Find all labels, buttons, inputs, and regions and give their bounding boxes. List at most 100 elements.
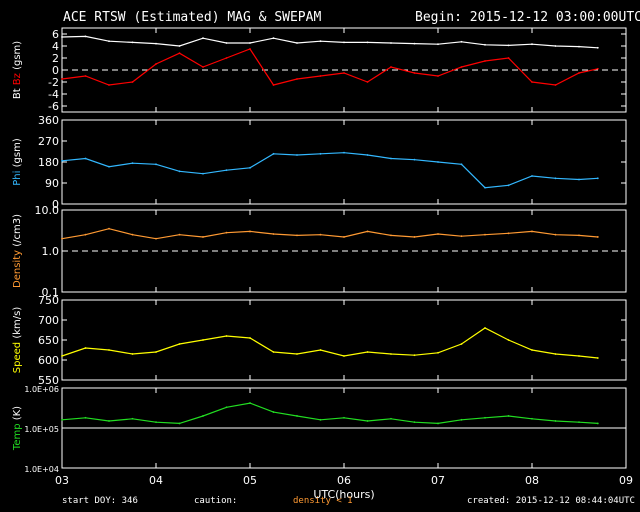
data-point-bt <box>578 45 580 48</box>
y-axis-label-part: Bz <box>12 73 23 88</box>
data-point-density <box>178 233 181 236</box>
data-point-speed <box>390 353 392 355</box>
created-time: created: 2015-12-12 08:44:04UTC <box>467 496 635 506</box>
series-line-density <box>61 228 598 240</box>
data-point-temp <box>507 415 510 417</box>
data-point-bz <box>366 81 369 83</box>
data-point-temp <box>225 406 228 409</box>
data-point-phi <box>460 163 463 166</box>
data-point-density <box>84 233 87 236</box>
data-point-bz <box>225 57 228 59</box>
data-point-temp <box>296 415 298 417</box>
data-point-density <box>343 236 345 238</box>
panel-frame <box>61 119 627 205</box>
data-point-bt <box>131 41 134 44</box>
series-line-phi <box>61 152 598 189</box>
y-tick-label: 270 <box>38 135 59 148</box>
data-point-bt <box>554 45 557 47</box>
data-point-bz <box>390 66 392 68</box>
data-point-bz <box>507 57 510 59</box>
y-axis-label: Density (/cm3) <box>12 214 23 288</box>
data-point-temp <box>596 422 599 425</box>
data-point-speed <box>413 354 416 357</box>
y-axis-label-part: (gsm) <box>12 41 23 73</box>
panel-3: 750 700 650 600 550 Speed (km/s) <box>12 294 627 387</box>
x-tick-label: 03 <box>55 474 69 487</box>
caution-label: caution: <box>194 496 238 506</box>
data-point-bt <box>272 37 275 40</box>
data-point-speed <box>460 343 463 345</box>
data-point-density <box>61 237 63 240</box>
data-point-bz <box>484 60 486 62</box>
y-tick-label: 2 <box>52 52 59 65</box>
data-point-temp <box>202 415 204 417</box>
y-tick-label: 650 <box>38 334 59 347</box>
y-tick-label: 360 <box>38 114 59 127</box>
data-point-bt <box>61 36 63 38</box>
data-point-speed <box>343 355 345 357</box>
data-point-bt <box>319 40 322 43</box>
data-point-bt <box>460 40 463 43</box>
data-point-density <box>596 236 599 238</box>
data-point-speed <box>108 349 110 351</box>
y-axis-label: Phi (gsm) <box>12 138 23 186</box>
data-point-speed <box>596 357 599 359</box>
data-point-speed <box>484 327 486 329</box>
y-tick-label: 1.0E+04 <box>24 465 59 474</box>
begin-time: Begin: 2015-12-12 03:00:00UTC <box>415 10 640 25</box>
panel-4: 1.0E+06 1.0E+05 1.0E+04 Temp (K) <box>12 385 627 474</box>
data-point-density <box>155 237 157 240</box>
data-point-bt <box>84 35 87 38</box>
series-line-bz <box>61 48 598 86</box>
data-point-density <box>554 233 557 236</box>
y-tick-label: 0 <box>52 64 59 77</box>
panel-frame <box>61 299 627 381</box>
data-point-bz <box>272 84 275 86</box>
data-point-speed <box>155 351 157 353</box>
data-point-density <box>578 234 580 237</box>
series-line-speed <box>61 327 598 359</box>
data-point-speed <box>61 355 63 357</box>
y-tick-label: 0 <box>52 198 59 211</box>
data-point-phi <box>554 177 557 180</box>
data-point-density <box>507 232 510 235</box>
data-point-temp <box>131 417 134 420</box>
data-point-phi <box>249 166 251 169</box>
data-point-density <box>202 236 204 238</box>
x-axis-label: UTC(hours) <box>313 488 374 501</box>
data-point-phi <box>507 184 510 187</box>
data-point-phi <box>531 175 533 177</box>
data-point-temp <box>249 402 251 404</box>
data-point-speed <box>366 351 369 353</box>
data-point-density <box>366 230 369 233</box>
data-point-phi <box>272 152 275 155</box>
data-point-speed <box>554 353 557 355</box>
data-point-bt <box>484 43 486 46</box>
data-point-bt <box>366 41 369 44</box>
data-point-phi <box>484 186 486 189</box>
data-point-density <box>108 227 110 230</box>
data-point-temp <box>413 421 416 424</box>
y-axis-label-part: (K) <box>12 406 23 424</box>
data-point-bz <box>108 84 110 86</box>
data-point-temp <box>437 422 439 425</box>
y-tick-label: -4 <box>48 88 59 101</box>
y-tick-label: 1.0E+06 <box>24 385 59 394</box>
data-point-phi <box>578 178 580 181</box>
data-point-density <box>437 233 439 235</box>
data-point-bz <box>296 78 298 80</box>
data-point-speed <box>578 355 580 357</box>
data-point-temp <box>84 416 87 419</box>
data-point-bt <box>249 42 251 44</box>
y-axis-label-part: Bt <box>12 88 23 99</box>
data-point-bz <box>596 67 599 70</box>
data-point-phi <box>596 177 599 180</box>
y-tick-label: 1.0 <box>42 245 60 258</box>
data-point-phi <box>61 159 63 162</box>
data-point-phi <box>319 152 322 155</box>
data-point-bz <box>554 84 557 86</box>
data-point-phi <box>437 161 439 163</box>
data-point-bz <box>343 72 345 74</box>
data-point-density <box>319 233 322 236</box>
data-point-bz <box>531 81 533 83</box>
